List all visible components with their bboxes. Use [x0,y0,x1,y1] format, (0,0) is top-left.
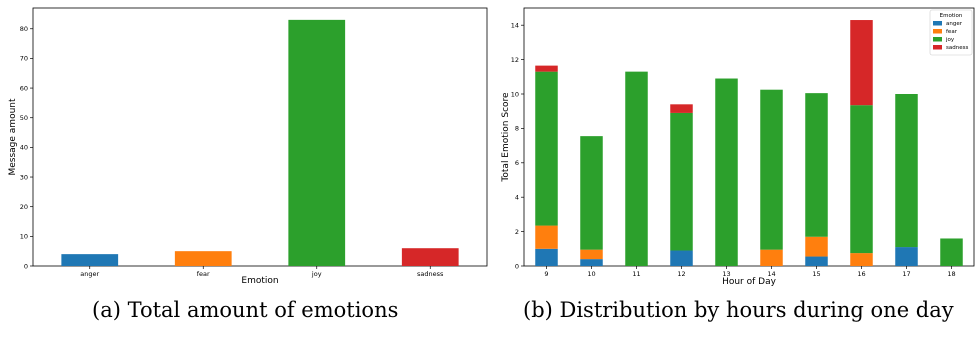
legend-label-fear: fear [946,29,958,35]
x-tick-label: 17 [902,270,910,278]
bars [61,19,459,267]
bar-segment-joy-11 [625,71,648,266]
legend: Emotion anger fear joy sadness [929,9,973,56]
bar-anger [61,254,119,266]
y-tick-label: 6 [515,159,519,167]
x-axis-label: Emotion [241,276,278,286]
bar-segment-anger-12 [670,250,693,266]
x-tick-label: 18 [947,270,955,278]
y-tick-label: 40 [20,144,28,152]
stacked-bars [535,20,963,267]
x-tick-label: 12 [677,270,685,278]
bar-fear [174,251,232,266]
legend-swatch-fear [933,29,942,34]
y-ticks: 0 2 4 6 8 10 12 14 [511,22,524,270]
bar-segment-anger-9 [535,248,558,266]
bar-segment-joy-14 [760,89,783,250]
bar-segment-joy-12 [670,112,693,251]
bar-segment-fear-14 [760,249,783,266]
x-tick-label: 16 [857,270,865,278]
x-tick-label: 15 [812,270,820,278]
y-tick-label: 2 [515,228,519,236]
bar-segment-joy-17 [895,94,918,248]
bar-segment-fear-15 [805,236,828,257]
y-tick-label: 10 [20,233,28,241]
x-tick-label: sadness [417,270,444,278]
bar-segment-fear-9 [535,225,558,249]
chart-emotions-by-hour: 0 2 4 6 8 10 12 14 9 10 11 12 13 14 15 16 17 18 Hour of … [501,7,975,287]
bar-segment-fear-10 [580,249,603,260]
y-tick-label: 14 [511,22,519,30]
bar-segment-joy-18 [940,238,963,266]
bar-segment-joy-15 [805,93,828,237]
y-tick-label: 50 [20,114,28,122]
x-tick-label: 10 [587,270,595,278]
plot-frame [523,7,975,267]
bar-segment-sadness-12 [670,104,693,113]
caption-b: (b) Distribution by hours during one day [523,298,954,322]
y-tick-label: 20 [20,203,28,211]
bar-segment-joy-16 [850,105,873,254]
chart-total-emotions: 0 10 20 30 40 50 60 70 80 anger fear joy sadness Em… [8,7,488,286]
legend-label-joy: joy [945,37,955,43]
x-axis-label: Hour of Day [722,277,777,287]
bar-segment-joy-13 [715,78,738,267]
bar-sadness [401,248,459,266]
bar-segment-anger-17 [895,247,918,266]
y-axis-label: Message amount [8,98,18,176]
y-ticks: 0 10 20 30 40 50 60 70 80 [20,25,33,270]
plot-frame [32,7,488,267]
legend-label-anger: anger [946,21,963,27]
y-tick-label: 70 [20,55,28,63]
x-tick-label: joy [311,270,322,278]
x-tick-label: fear [197,270,210,278]
legend-swatch-anger [933,21,942,26]
x-tick-label: 14 [767,270,775,278]
y-tick-label: 0 [24,262,28,270]
bar-segment-fear-16 [850,253,873,266]
legend-swatch-joy [933,37,942,42]
y-axis-label: Total Emotion Score [501,92,511,183]
bar-segment-anger-10 [580,259,603,266]
y-tick-label: 60 [20,84,28,92]
x-tick-label: anger [80,270,99,278]
bar-segment-sadness-16 [850,20,873,106]
x-ticks: anger fear joy sadness [80,266,444,278]
x-tick-label: 9 [544,270,548,278]
y-tick-label: 0 [515,262,519,270]
y-tick-label: 30 [20,173,28,181]
y-tick-label: 12 [511,56,519,64]
x-ticks: 9 10 11 12 13 14 15 16 17 18 [544,266,956,278]
bar-segment-joy-9 [535,71,558,226]
legend-label-sadness: sadness [946,45,968,51]
y-tick-label: 8 [515,125,519,133]
x-tick-label: 13 [722,270,730,278]
legend-swatch-sadness [933,45,942,50]
bar-segment-anger-15 [805,256,828,266]
bar-segment-joy-10 [580,136,603,250]
bar-joy [288,19,346,267]
y-tick-label: 80 [20,25,28,33]
y-tick-label: 4 [515,194,519,202]
legend-items: anger fear joy sadness [933,21,968,51]
legend-title: Emotion [940,13,963,19]
x-tick-label: 11 [632,270,640,278]
y-tick-label: 10 [511,90,519,98]
caption-a: (a) Total amount of emotions [92,298,399,322]
bar-segment-sadness-9 [535,65,558,72]
